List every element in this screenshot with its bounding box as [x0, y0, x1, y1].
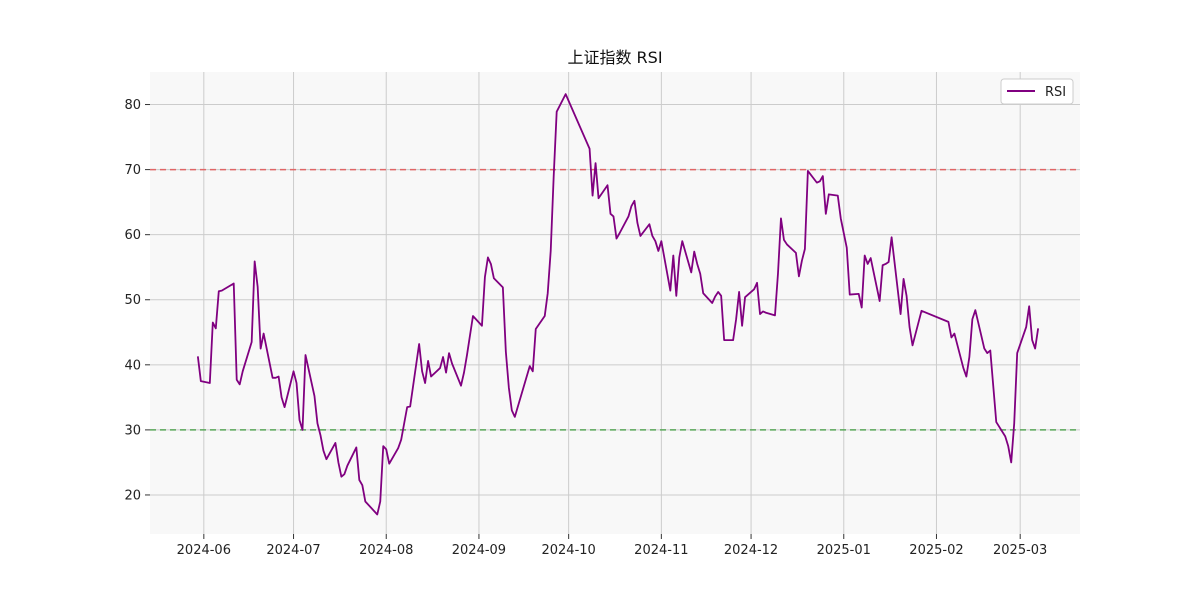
x-tick-label: 2025-02: [909, 543, 963, 558]
legend-box: [1000, 78, 1074, 105]
y-axis-ticks: 20 30 40 50 60 70 80: [124, 98, 150, 503]
series-layer: [196, 93, 1040, 516]
plot-area: [150, 72, 1080, 534]
y-tick-label: 60: [124, 228, 141, 243]
legend: RSI: [1000, 78, 1074, 105]
y-tick-label: 20: [124, 488, 141, 503]
y-tick-label: 70: [124, 163, 141, 178]
y-tick-label: 50: [124, 293, 141, 308]
y-tick-label: 40: [124, 358, 141, 373]
x-tick-label: 2024-11: [634, 543, 688, 558]
y-tick-label: 30: [124, 423, 141, 438]
x-tick-label: 2025-03: [993, 543, 1047, 558]
y-tick-label: 80: [124, 98, 141, 113]
reference-lines: [150, 168, 1080, 431]
series-line-rsi: [196, 93, 1040, 516]
x-tick-label: 2025-01: [817, 543, 871, 558]
x-gridlines: [203, 72, 1021, 534]
x-tick-label: 2024-10: [541, 543, 595, 558]
x-axis-ticks: 2024-06 2024-07 2024-08 2024-09 2024-10 2024-…: [177, 534, 1047, 558]
legend-label-rsi: RSI: [1045, 85, 1066, 100]
x-tick-label: 2024-06: [177, 543, 231, 558]
x-tick-label: 2024-08: [359, 543, 413, 558]
x-tick-label: 2024-09: [452, 543, 506, 558]
chart-title: 上证指数 RSI: [567, 48, 662, 67]
x-tick-label: 2024-12: [724, 543, 778, 558]
x-tick-label: 2024-07: [266, 543, 320, 558]
